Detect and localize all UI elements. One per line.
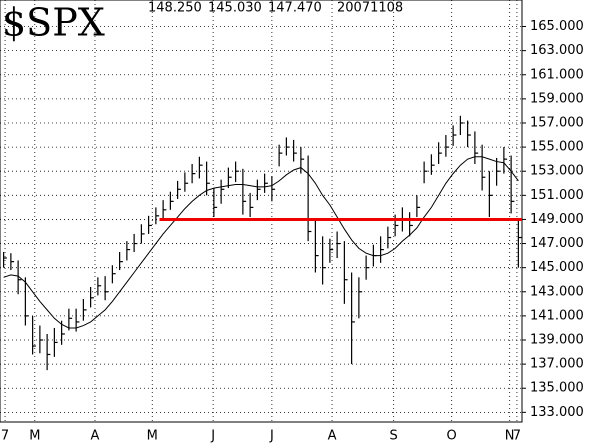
y-tick-label: 135.000 <box>530 381 584 396</box>
x-tick-label: 7 <box>1 429 9 444</box>
header-value: 145.030 <box>208 1 262 16</box>
y-tick-label: 145.000 <box>530 260 584 275</box>
y-tick-label: 143.000 <box>530 284 584 299</box>
x-tick-label: J <box>269 429 274 444</box>
header-value: 20071108 <box>337 1 403 16</box>
x-tick-label: M <box>29 429 40 444</box>
x-tick-label: A <box>91 429 100 444</box>
x-tick-label: A <box>328 429 337 444</box>
x-tick-label: N <box>505 429 515 444</box>
chart-title: $SPX <box>2 1 105 45</box>
y-tick-label: 155.000 <box>530 140 584 155</box>
x-tick-label: J <box>210 429 215 444</box>
y-tick-label: 139.000 <box>530 333 584 348</box>
y-tick-label: 161.000 <box>530 67 584 82</box>
x-tick-label: O <box>447 429 457 444</box>
header-value: 147.470 <box>268 1 322 16</box>
x-tick-label: M <box>147 429 158 444</box>
y-tick-label: 151.000 <box>530 188 584 203</box>
y-tick-label: 157.000 <box>530 115 584 130</box>
y-tick-label: 163.000 <box>530 43 584 58</box>
y-tick-label: 153.000 <box>530 164 584 179</box>
y-tick-label: 149.000 <box>530 212 584 227</box>
y-tick-label: 159.000 <box>530 91 584 106</box>
y-tick-label: 133.000 <box>530 405 584 420</box>
y-tick-label: 141.000 <box>530 308 584 323</box>
plot-frame <box>0 0 523 423</box>
y-tick-label: 147.000 <box>530 236 584 251</box>
x-tick-label: 7 <box>513 429 521 444</box>
y-tick-label: 165.000 <box>530 19 584 34</box>
x-tick-label: S <box>390 429 398 444</box>
y-tick-label: 137.000 <box>530 357 584 372</box>
moving-average <box>3 156 519 329</box>
header-value: 148.250 <box>148 1 202 16</box>
